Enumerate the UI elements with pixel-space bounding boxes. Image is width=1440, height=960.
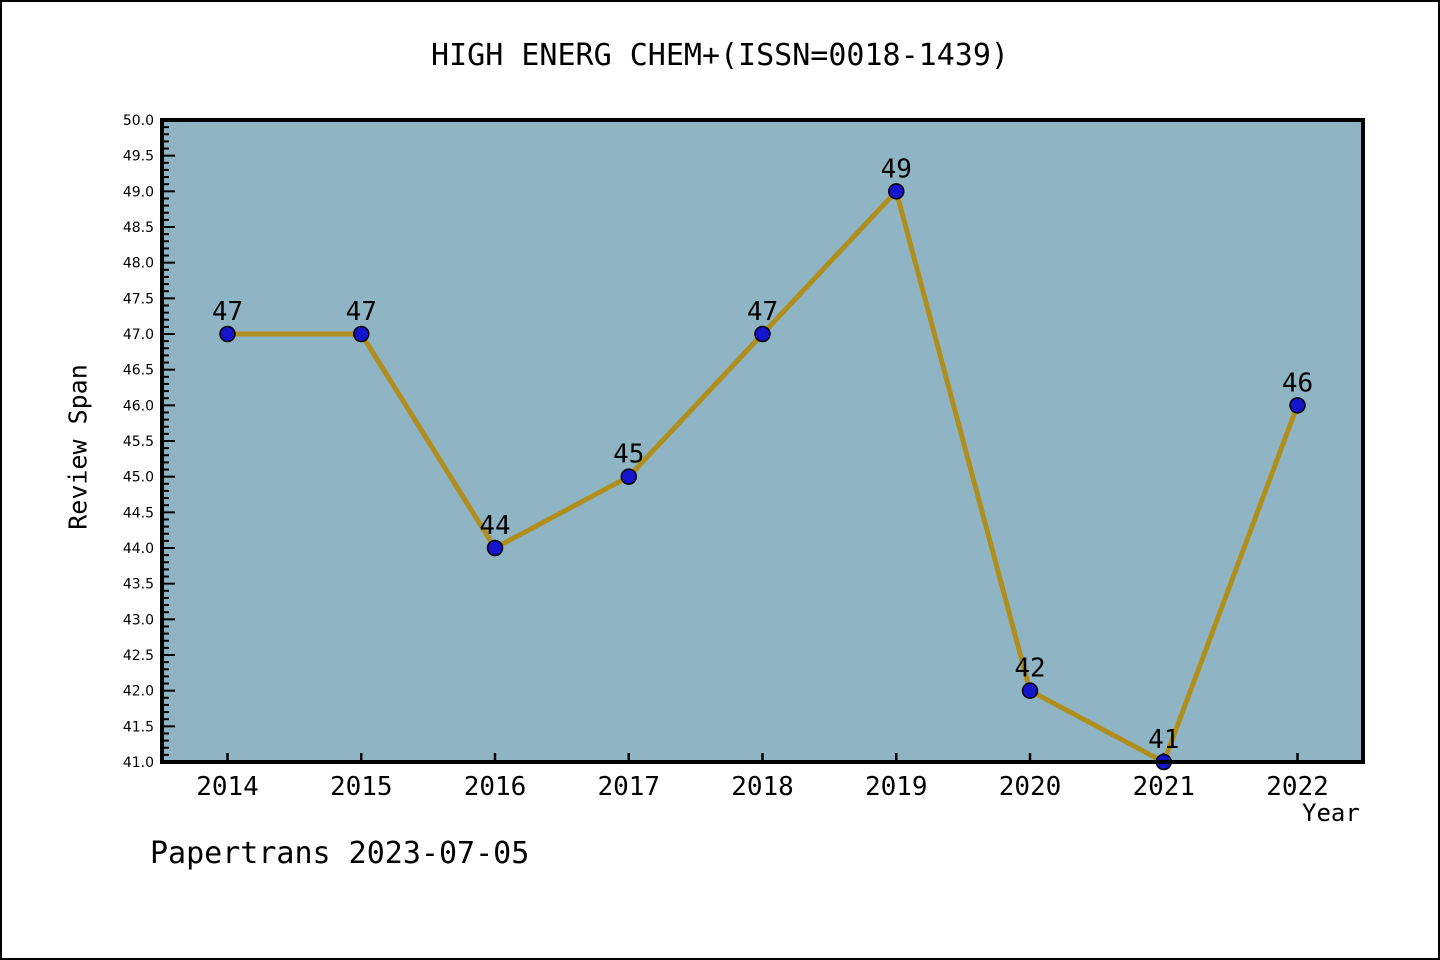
data-point-label: 44 [479, 511, 510, 541]
data-point-marker [219, 325, 236, 343]
x-tick-label: 2020 [999, 772, 1062, 802]
data-point-label: 47 [747, 297, 778, 327]
y-tick-label: 45.0 [123, 470, 154, 486]
data-point-marker [486, 539, 504, 557]
y-tick-label: 47.5 [123, 291, 154, 307]
y-tick-label: 46.0 [123, 398, 154, 414]
y-tick-label: 45.5 [123, 434, 154, 450]
y-tick-label: 42.0 [123, 684, 154, 700]
watermark-text: Papertrans 2023-07-05 [150, 836, 530, 871]
chart-title: HIGH ENERG CHEM+(ISSN=0018-1439) [431, 38, 1009, 73]
y-tick-label: 43.5 [123, 577, 154, 593]
data-point-label: 42 [1014, 654, 1045, 684]
data-point-marker [888, 183, 905, 200]
y-tick-label: 41.5 [123, 719, 154, 735]
data-point-marker [1021, 682, 1039, 699]
y-tick-label: 44.5 [123, 505, 154, 521]
data-point-label: 49 [881, 154, 912, 184]
x-tick-label: 2021 [1132, 772, 1195, 802]
x-tick-label: 2019 [865, 772, 928, 802]
data-point-label: 47 [346, 297, 377, 327]
x-tick-label: 2022 [1266, 772, 1329, 802]
y-tick-label: 42.5 [123, 648, 154, 664]
y-tick-label: 41.0 [123, 755, 154, 771]
data-point-marker [754, 325, 771, 343]
data-point-marker [620, 468, 637, 485]
data-point-label: 47 [212, 297, 243, 327]
data-point-label: 46 [1282, 368, 1313, 398]
y-tick-label: 46.5 [123, 363, 154, 379]
x-tick-label: 2017 [597, 772, 660, 802]
y-tick-label: 48.0 [123, 256, 154, 272]
data-point-marker [1289, 397, 1306, 414]
y-tick-label: 49.5 [123, 149, 154, 165]
y-axis-label: Review Span [63, 364, 93, 530]
y-tick-label: 48.5 [123, 220, 154, 236]
y-tick-label: 50.0 [123, 113, 154, 129]
y-tick-label: 43.0 [123, 612, 154, 628]
x-tick-label: 2018 [731, 772, 794, 802]
x-tick-label: 2016 [464, 772, 527, 802]
data-point-marker [353, 325, 370, 343]
data-point-label: 41 [1148, 725, 1179, 755]
y-tick-label: 49.0 [123, 184, 154, 200]
x-axis-label: Year [1302, 799, 1360, 827]
x-tick-label: 2015 [330, 772, 393, 802]
plot-background [162, 120, 1363, 762]
y-tick-label: 44.0 [123, 541, 154, 557]
plot-frame [160, 118, 1365, 764]
y-tick-label: 47.0 [123, 327, 154, 343]
x-tick-label: 2014 [196, 772, 259, 802]
data-point-label: 45 [613, 440, 644, 470]
